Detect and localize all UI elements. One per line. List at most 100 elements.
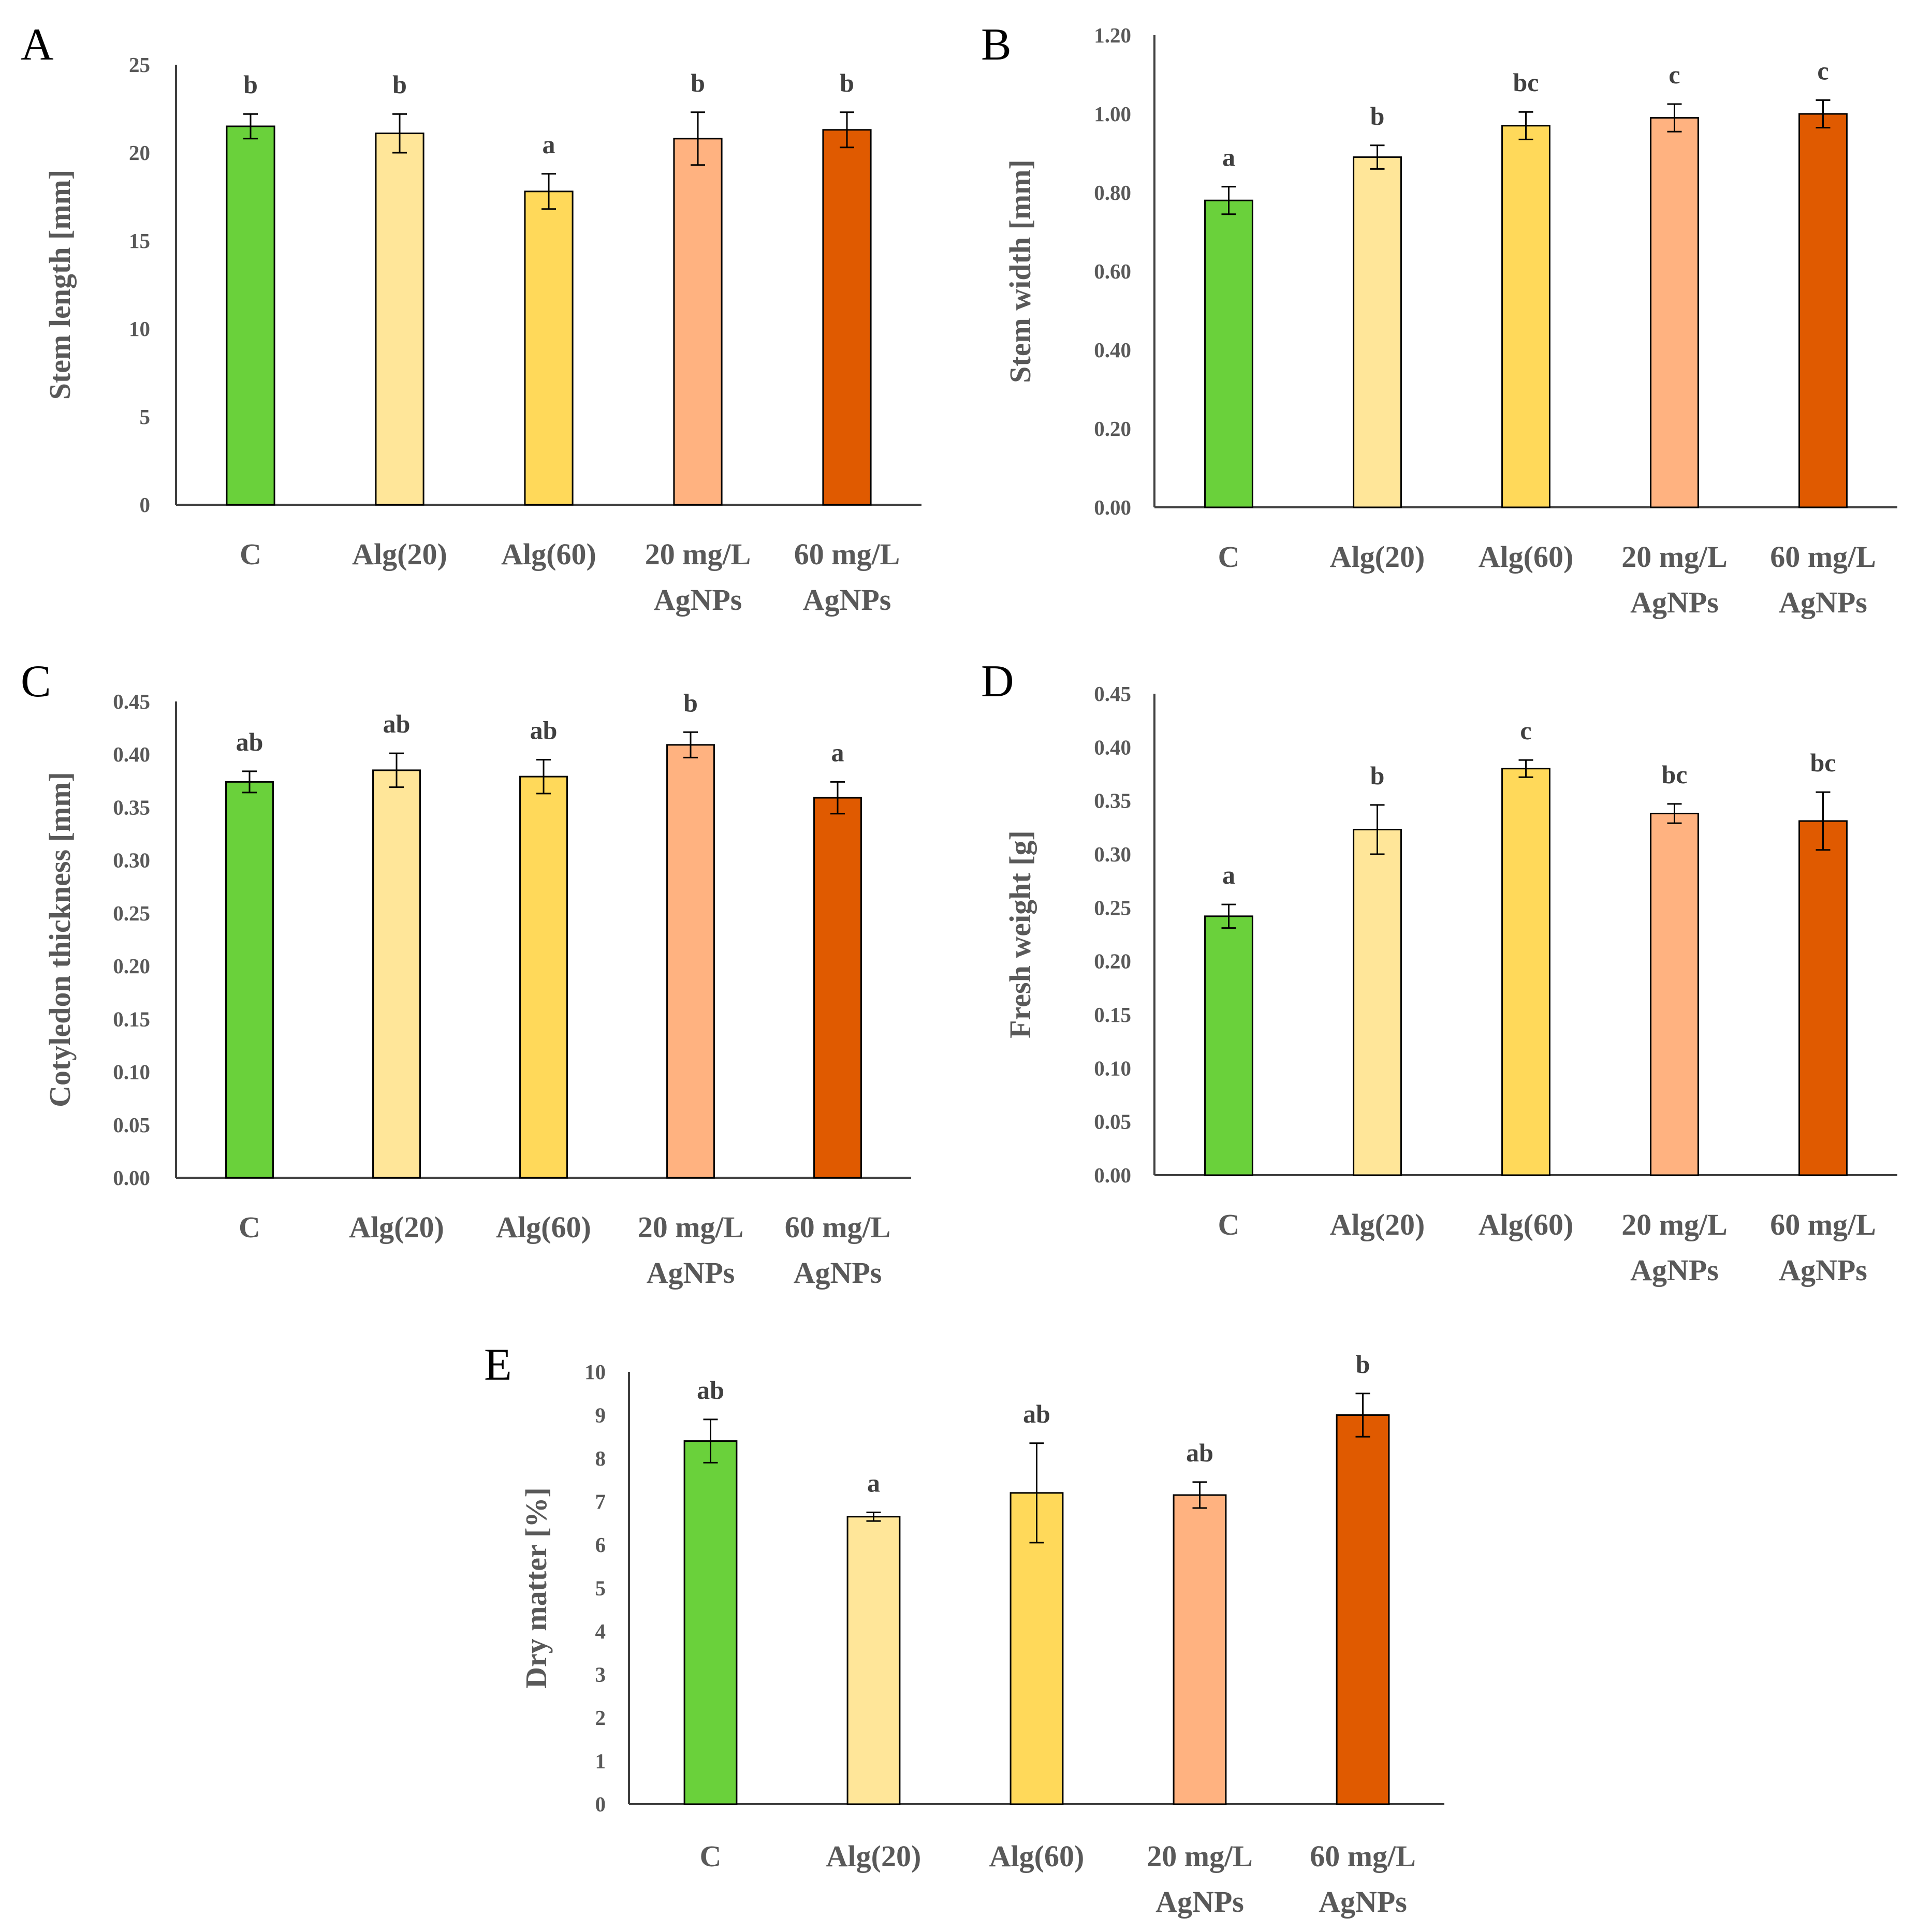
bar <box>519 775 568 1179</box>
y-tick-label: 1.00 <box>1094 102 1131 126</box>
x-tick-label: Alg(20) <box>1330 1208 1425 1241</box>
y-axis-label: Fresh weight [g] <box>1003 830 1037 1038</box>
panel-letter: B <box>981 20 1012 70</box>
bar <box>1501 125 1550 508</box>
y-tick-label: 2 <box>595 1706 606 1730</box>
bar <box>1798 113 1848 508</box>
x-tick-label: C <box>700 1839 722 1873</box>
significance-letter: b <box>392 70 407 99</box>
significance-letter: ab <box>1186 1438 1213 1467</box>
y-axis-label: Cotyledon thickness [mm] <box>43 772 77 1107</box>
chart-panel-b: B Stem width [mm] 0.00 0.20 0.40 0.60 0.80 1.00… <box>981 20 1897 619</box>
bar <box>1204 199 1253 508</box>
y-tick-label: 0 <box>140 493 151 517</box>
x-tick-label: C <box>1218 1208 1240 1241</box>
y-tick-label: 10 <box>129 317 150 341</box>
bar <box>1650 812 1699 1176</box>
y-tick-label: 0.00 <box>113 1166 150 1190</box>
x-tick-label: 20 mg/L AgNPs <box>1147 1839 1253 1919</box>
significance-letter: a <box>1222 860 1235 889</box>
bar <box>1173 1494 1227 1805</box>
x-tick-label: C <box>239 1210 260 1244</box>
y-tick-label: 0.15 <box>113 1007 150 1031</box>
y-tick-label: 25 <box>129 53 150 77</box>
significance-letter: b <box>691 68 705 97</box>
bar <box>813 797 862 1179</box>
x-tick-label: Alg(20) <box>352 537 447 571</box>
significance-letter: bc <box>1513 68 1539 97</box>
y-tick-label: 0.40 <box>1094 338 1131 362</box>
bar <box>372 769 421 1179</box>
bar <box>225 781 274 1179</box>
significance-letter: c <box>1817 56 1828 85</box>
bar <box>846 1516 901 1805</box>
y-tick-label: 0.30 <box>113 848 150 872</box>
significance-letter: ab <box>383 709 411 738</box>
x-tick-label: 20 mg/L AgNPs <box>1621 540 1728 619</box>
y-tick-label: 0.00 <box>1094 495 1131 519</box>
panel-letter: A <box>21 20 54 70</box>
y-tick-label: 0.40 <box>113 742 150 766</box>
panel-letter: D <box>981 656 1014 707</box>
y-tick-label: 0.80 <box>1094 181 1131 204</box>
bar <box>1798 820 1848 1176</box>
y-tick-label: 0.35 <box>1094 789 1131 813</box>
chart-panel-c: C Cotyledon thickness [mm] 0.00 0.05 0.10 0.1… <box>21 656 911 1290</box>
y-tick-label: 4 <box>595 1619 606 1643</box>
significance-letter: c <box>1520 716 1531 745</box>
significance-letter: a <box>867 1468 880 1497</box>
y-tick-label: 15 <box>129 229 150 253</box>
bar <box>1353 156 1402 508</box>
significance-letter: ab <box>530 715 558 744</box>
y-tick-label: 1 <box>595 1749 606 1773</box>
x-tick-label: Alg(60) <box>989 1839 1085 1873</box>
x-tick-label: Alg(60) <box>1479 540 1574 574</box>
y-tick-label: 0.15 <box>1094 1003 1131 1027</box>
y-tick-label: 10 <box>584 1360 606 1384</box>
chart-panel-d: D Fresh weight [g] 0.00 0.05 0.10 0.15 0.20 0.2… <box>981 656 1897 1287</box>
y-tick-label: 5 <box>140 405 151 429</box>
x-tick-label: C <box>240 537 261 571</box>
x-tick-label: Alg(60) <box>1479 1208 1574 1241</box>
bar <box>524 191 574 506</box>
bar <box>666 744 715 1179</box>
significance-letter: a <box>831 738 844 767</box>
panel-letter: C <box>21 656 51 707</box>
y-tick-label: 0.05 <box>113 1113 150 1137</box>
y-tick-label: 0.35 <box>113 795 150 819</box>
bar <box>1009 1492 1064 1805</box>
y-tick-label: 0.25 <box>113 901 150 925</box>
bar <box>683 1440 738 1805</box>
significance-letter: ab <box>1023 1399 1050 1428</box>
y-tick-label: 0.20 <box>1094 417 1131 441</box>
x-tick-label: Alg(60) <box>501 537 596 571</box>
significance-letter: c <box>1669 60 1680 89</box>
bar <box>1501 768 1550 1176</box>
x-tick-label: 60 mg/L AgNPs <box>1310 1839 1416 1919</box>
y-tick-label: 0.20 <box>113 954 150 978</box>
x-tick-label: Alg(20) <box>826 1839 921 1873</box>
x-tick-label: 60 mg/L AgNPs <box>794 537 900 617</box>
bar <box>673 138 723 506</box>
significance-letter: a <box>1222 143 1235 172</box>
y-tick-label: 0.10 <box>113 1060 150 1084</box>
y-tick-label: 0 <box>595 1792 606 1816</box>
bar <box>1353 828 1402 1176</box>
y-tick-label: 0.30 <box>1094 842 1131 866</box>
y-axis-label: Stem width [mm] <box>1003 159 1037 383</box>
y-tick-label: 5 <box>595 1576 606 1600</box>
y-tick-label: 0.60 <box>1094 259 1131 283</box>
x-tick-label: 60 mg/L AgNPs <box>785 1210 891 1290</box>
significance-letter: b <box>243 70 258 99</box>
significance-letter: b <box>1370 761 1385 790</box>
x-tick-label: 20 mg/L AgNPs <box>638 1210 744 1290</box>
x-tick-label: Alg(20) <box>349 1210 444 1244</box>
significance-letter: ab <box>236 727 264 756</box>
y-tick-label: 0.05 <box>1094 1110 1131 1134</box>
significance-letter: b <box>1356 1350 1370 1379</box>
significance-letter: bc <box>1662 760 1688 789</box>
y-tick-label: 3 <box>595 1663 606 1687</box>
x-tick-label: 60 mg/L AgNPs <box>1770 1208 1876 1287</box>
significance-letter: a <box>543 130 555 159</box>
